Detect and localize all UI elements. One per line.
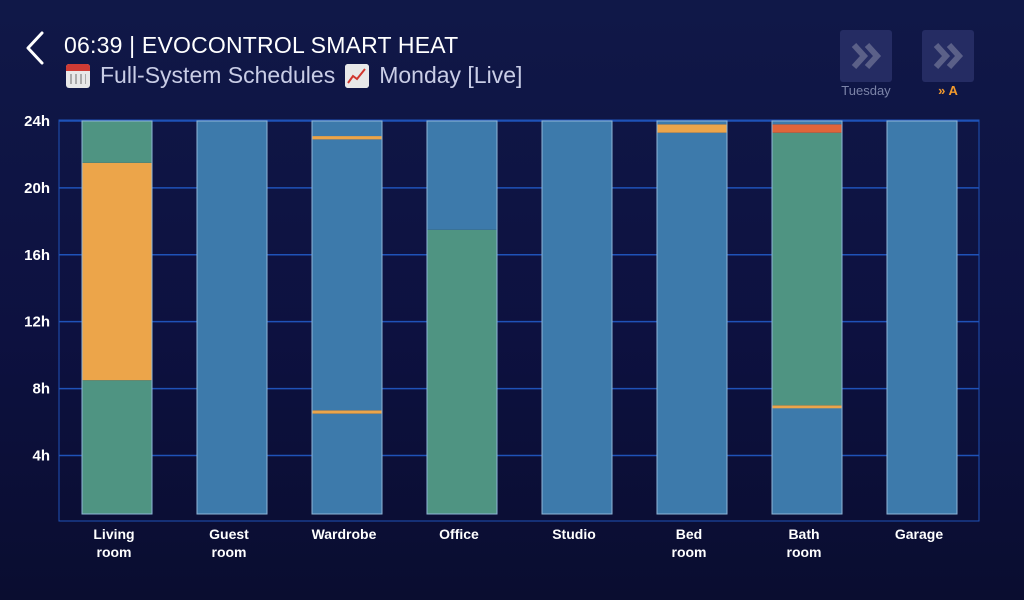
- bar-segment: [312, 139, 382, 411]
- bar-segment: [772, 405, 842, 409]
- bar-segment: [427, 229, 497, 514]
- bar-outline: [771, 120, 843, 515]
- next-day-label: Tuesday: [841, 83, 891, 98]
- bar-outline: [426, 120, 498, 515]
- bar-segment: [887, 121, 957, 514]
- bar-segment: [772, 121, 842, 125]
- bar-segment: [312, 136, 382, 140]
- bar-segment: [657, 132, 727, 514]
- y-tick-label: 20h: [24, 180, 50, 197]
- bar-segment: [657, 121, 727, 125]
- bar-segment: [427, 121, 497, 230]
- bar-segment: [312, 413, 382, 514]
- auto-mode-button[interactable]: [922, 30, 974, 82]
- bar-segment: [657, 124, 727, 133]
- x-category-label: Bed room: [672, 526, 707, 560]
- double-chevron-right-icon: [933, 42, 964, 70]
- bar-segment: [772, 132, 842, 406]
- plot-frame: [58, 119, 980, 522]
- x-category-label: Garage: [895, 526, 943, 542]
- bar-segment: [82, 380, 152, 514]
- y-tick-label: 16h: [24, 247, 50, 264]
- double-chevron-right-icon: [851, 42, 882, 70]
- bar-segment: [82, 121, 152, 163]
- bar-segment: [82, 162, 152, 381]
- bar-segment: [312, 410, 382, 414]
- chevron-left-icon: [26, 31, 44, 65]
- x-category-label: Guest room: [209, 526, 249, 560]
- bar-outline: [541, 120, 613, 515]
- bar-segment: [772, 124, 842, 133]
- bar-outline: [311, 120, 383, 515]
- y-tick-label: 24h: [24, 113, 50, 130]
- bar-segment: [772, 406, 842, 514]
- y-tick-label: 4h: [32, 447, 50, 464]
- calendar-icon: [66, 63, 90, 88]
- bar-segment: [542, 121, 612, 514]
- x-category-label: Office: [439, 526, 479, 542]
- x-category-label: Wardrobe: [312, 526, 377, 542]
- x-category-label: Living room: [93, 526, 134, 560]
- next-day-button[interactable]: [840, 30, 892, 82]
- auto-mode-label: » A: [938, 83, 958, 98]
- subtitle-day: Monday [Live]: [379, 62, 523, 88]
- bar-outline: [81, 120, 153, 515]
- back-button[interactable]: [22, 30, 52, 66]
- page-title: 06:39 | EVOCONTROL SMART HEAT: [64, 32, 459, 58]
- bar-outline: [886, 120, 958, 515]
- subtitle-schedules: Full-System Schedules: [100, 62, 336, 88]
- bar-outline: [196, 120, 268, 515]
- x-category-label: Bath room: [787, 526, 822, 560]
- chart-increasing-icon: [345, 63, 370, 88]
- page-subtitle: Full-System Schedules Monday [Live]: [66, 62, 522, 89]
- bar-outline: [656, 120, 728, 515]
- bar-segment: [197, 121, 267, 514]
- bar-segment: [312, 121, 382, 137]
- x-category-label: Studio: [552, 526, 596, 542]
- y-tick-label: 12h: [24, 314, 50, 331]
- y-tick-label: 8h: [32, 381, 50, 398]
